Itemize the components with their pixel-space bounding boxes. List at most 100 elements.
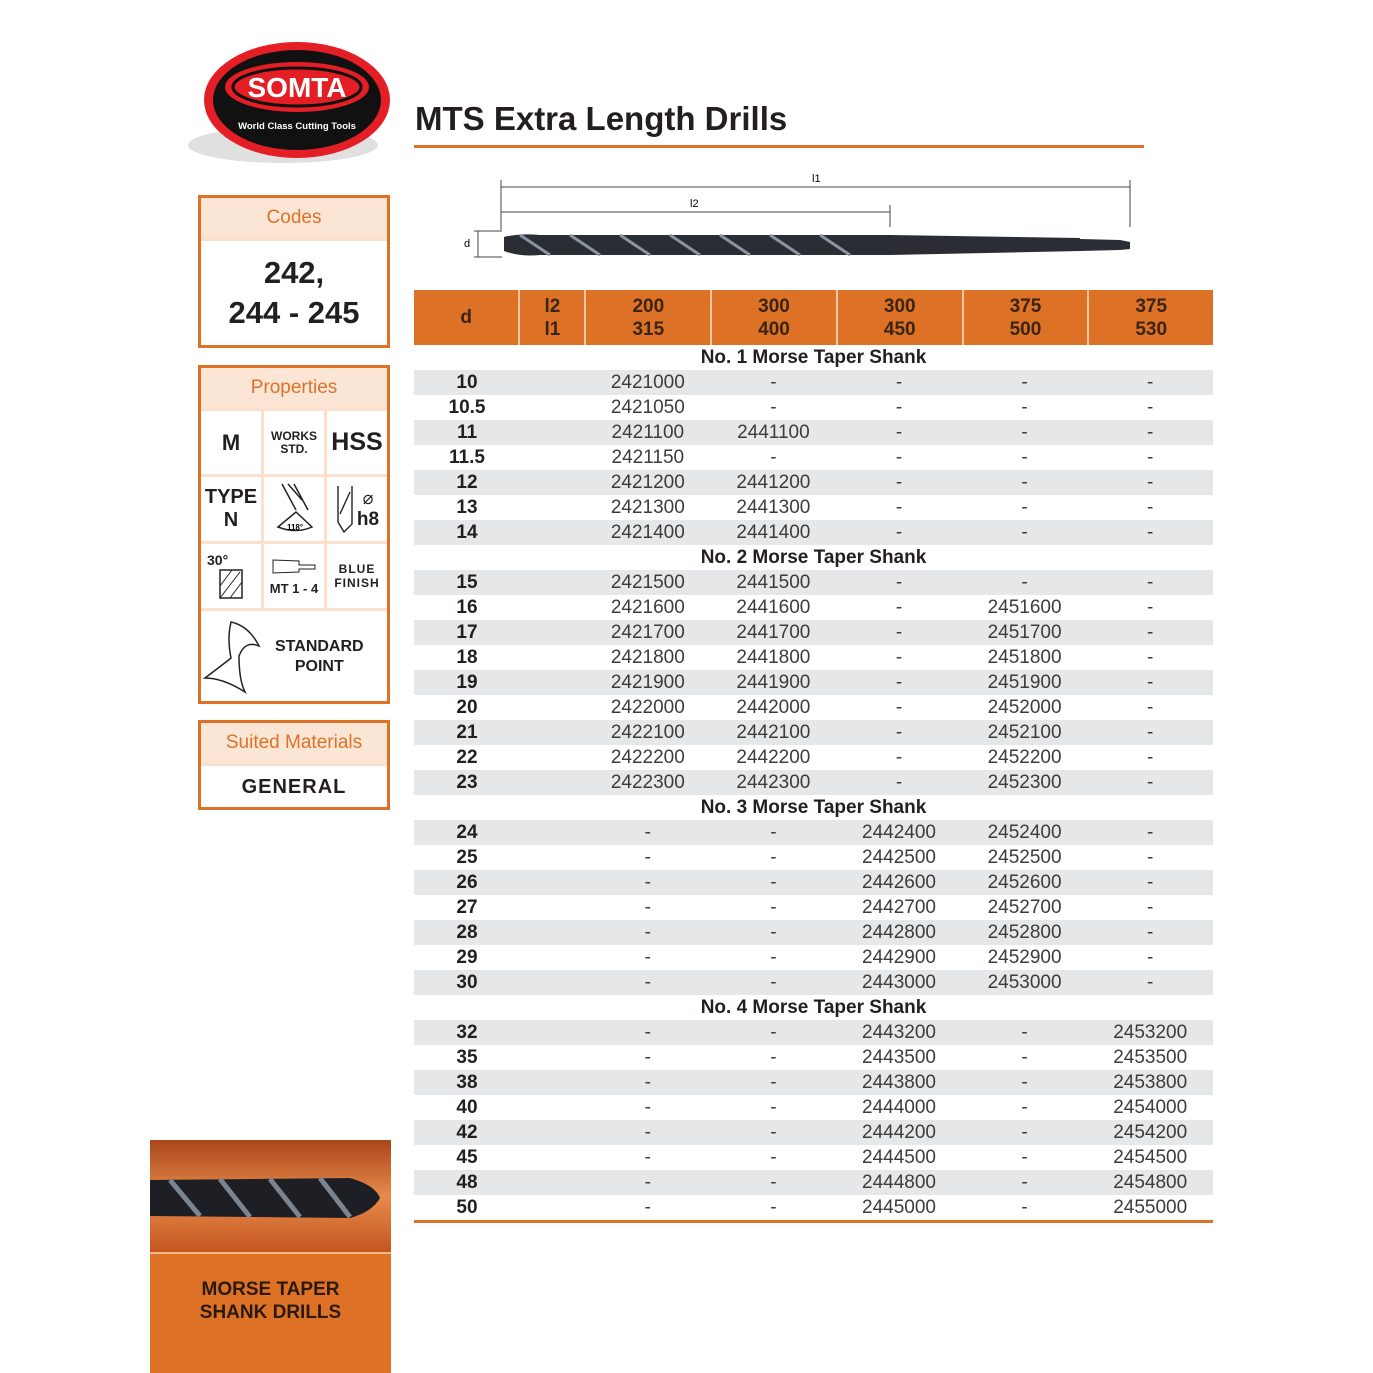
section-title: No. 4 Morse Taper Shank <box>700 997 927 1018</box>
code-cell: - <box>1147 497 1154 518</box>
table-row: 50 - - 2445000 - 2455000 <box>414 1195 1213 1220</box>
table-row: 45 - - 2444500 - 2454500 <box>414 1145 1213 1170</box>
code-cell: 2442800 <box>862 922 936 943</box>
diameter-cell: 48 <box>456 1172 478 1193</box>
code-cell: 2441200 <box>736 472 811 493</box>
empty-cell <box>520 920 585 945</box>
diameter-cell: 10.5 <box>448 397 486 418</box>
code-cell: - <box>1147 372 1154 393</box>
header-col: 200 315 <box>586 290 713 345</box>
code-cell: - <box>770 1072 777 1093</box>
diameter-cell: 20 <box>456 697 478 718</box>
code-cell: - <box>1021 1122 1028 1143</box>
table-row: 10 2421000 - - - - <box>414 370 1213 395</box>
code-cell: 2422000 <box>610 697 685 718</box>
type-n: TYPE N <box>201 477 261 541</box>
table-row: 28 - - 2442800 2452800 - <box>414 920 1213 945</box>
code-cell: 2454800 <box>1113 1172 1188 1193</box>
table-row: 10.5 2421050 - - - - <box>414 395 1213 420</box>
diameter-cell: 10 <box>456 372 478 393</box>
works-text: WORKS <box>271 428 317 443</box>
diameter-cell: 12 <box>456 472 478 493</box>
code-cell: - <box>1147 822 1154 843</box>
code-cell: - <box>1021 397 1028 418</box>
table-row: 24 - - 2442400 2452400 - <box>414 820 1213 845</box>
code-cell: 2441900 <box>736 672 811 693</box>
code-cell: - <box>770 972 777 993</box>
code-cell: - <box>770 1197 777 1218</box>
properties-box: Properties M WORKS STD. HSS TYPE N 118° ⌀ h… <box>198 365 390 704</box>
code-cell: - <box>1147 722 1154 743</box>
code-cell: - <box>770 872 777 893</box>
empty-cell <box>520 870 585 895</box>
code-cell: - <box>644 897 651 918</box>
code-cell: - <box>1147 397 1154 418</box>
helix-angle-icon: 30° <box>201 544 261 608</box>
table-row: 25 - - 2442500 2452500 - <box>414 845 1213 870</box>
code-cell: 2444500 <box>862 1147 936 1168</box>
code-cell: - <box>644 947 651 968</box>
code-cell: - <box>770 847 777 868</box>
empty-cell <box>520 495 585 520</box>
code-cell: - <box>770 447 777 468</box>
code-cell: - <box>770 947 777 968</box>
code-cell: - <box>1147 622 1154 643</box>
code-cell: - <box>1147 747 1154 768</box>
code-cell: 2441600 <box>736 597 811 618</box>
diameter-cell: 24 <box>456 822 478 843</box>
code-cell: - <box>644 1147 651 1168</box>
code-cell: - <box>644 1122 651 1143</box>
empty-cell <box>520 620 585 645</box>
code-cell: 2442600 <box>862 872 936 893</box>
point-text: POINT <box>294 658 344 675</box>
code-cell: 2421200 <box>610 472 685 493</box>
suited-materials-box: Suited Materials GENERAL <box>198 720 390 810</box>
table-row: 16 2421600 2441600 - 2451600 - <box>414 595 1213 620</box>
code-cell: - <box>1147 572 1154 593</box>
code-cell: - <box>1147 597 1154 618</box>
table-row: 11 2421100 2441100 - - - <box>414 420 1213 445</box>
code-cell: 2452600 <box>987 872 1062 893</box>
empty-cell <box>520 420 585 445</box>
code-cell: - <box>895 747 903 768</box>
code-cell: - <box>895 647 903 668</box>
diameter-cell: 26 <box>456 872 478 893</box>
table-row: 19 2421900 2441900 - 2451900 - <box>414 670 1213 695</box>
code-cell: 2443000 <box>862 972 936 993</box>
product-table: d l2 l1 200 315 300 400 300 450 375 500 375 53… <box>414 290 1213 1223</box>
empty-cell <box>520 570 585 595</box>
code-cell: 2452900 <box>987 947 1062 968</box>
empty-cell <box>520 1120 585 1145</box>
code-cell: - <box>1147 472 1154 493</box>
mt-text: MT 1 - 4 <box>269 580 319 596</box>
blue-finish: BLUE FINISH <box>327 544 387 608</box>
code-cell: - <box>644 972 651 993</box>
code-cell: 2443500 <box>862 1047 936 1068</box>
header-col: 375 530 <box>1135 295 1168 340</box>
table-row: 38 - - 2443800 - 2453800 <box>414 1070 1213 1095</box>
code-cell: - <box>1147 922 1154 943</box>
code-cell: 2452100 <box>987 722 1062 743</box>
properties-label: Properties <box>201 368 387 411</box>
table-row: 32 - - 2443200 - 2453200 <box>414 1020 1213 1045</box>
code-cell: - <box>895 572 903 593</box>
section-title: No. 1 Morse Taper Shank <box>700 347 927 368</box>
code-cell: - <box>895 697 903 718</box>
empty-cell <box>520 670 585 695</box>
finish-text: FINISH <box>334 576 380 590</box>
empty-cell <box>520 470 585 495</box>
table-bottom-rule <box>414 1220 1213 1223</box>
codes-label: Codes <box>201 198 387 241</box>
code-cell: - <box>895 772 903 793</box>
table-row: 14 2421400 2441400 - - - <box>414 520 1213 545</box>
code-cell: 2421400 <box>610 522 685 543</box>
code-cell: - <box>1021 472 1028 493</box>
code-cell: - <box>770 1097 777 1118</box>
code-cell: - <box>1021 422 1028 443</box>
l2-label: l2 <box>690 198 699 210</box>
code-cell: - <box>1147 847 1154 868</box>
code-cell: - <box>1021 1022 1028 1043</box>
code-cell: - <box>1021 1197 1028 1218</box>
diameter-cell: 14 <box>456 522 478 543</box>
code-cell: 2443800 <box>862 1072 936 1093</box>
